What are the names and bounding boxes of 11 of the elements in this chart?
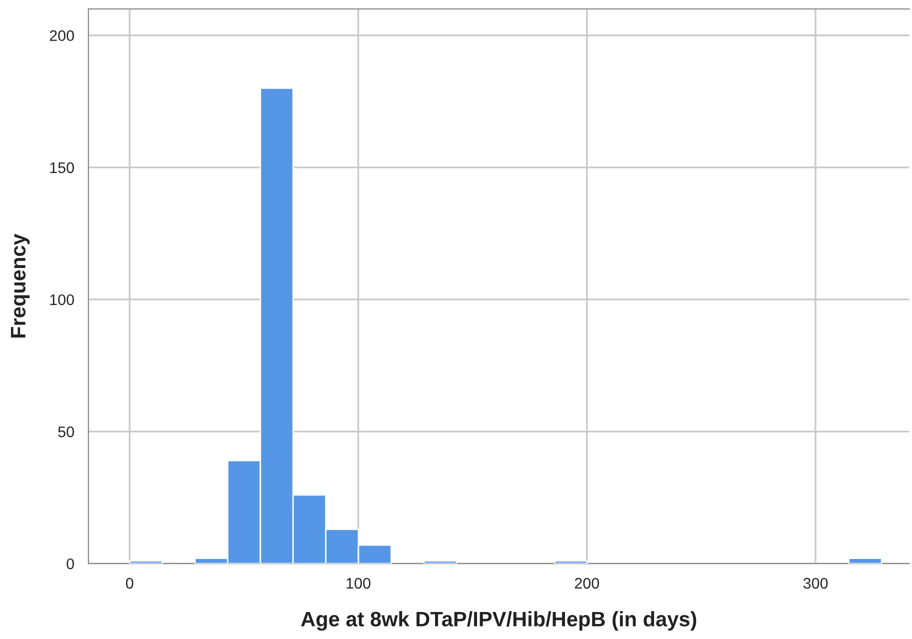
y-tick-label: 150 — [50, 162, 74, 174]
x-tick-label: 0 — [126, 578, 134, 589]
y-tick-label: 200 — [50, 30, 74, 42]
x-tick-label: 200 — [574, 578, 600, 589]
y-tick-label: 50 — [58, 426, 74, 438]
x-tick-label: 300 — [803, 578, 828, 589]
y-axis-title: Frequency — [10, 234, 30, 338]
x-axis-title: Age at 8wk DTaP/IPV/Hib/HepB (in days) — [301, 611, 696, 631]
x-tick-label: 100 — [346, 578, 370, 589]
y-tick-label: 0 — [66, 558, 74, 570]
y-tick-label: 100 — [50, 294, 74, 306]
